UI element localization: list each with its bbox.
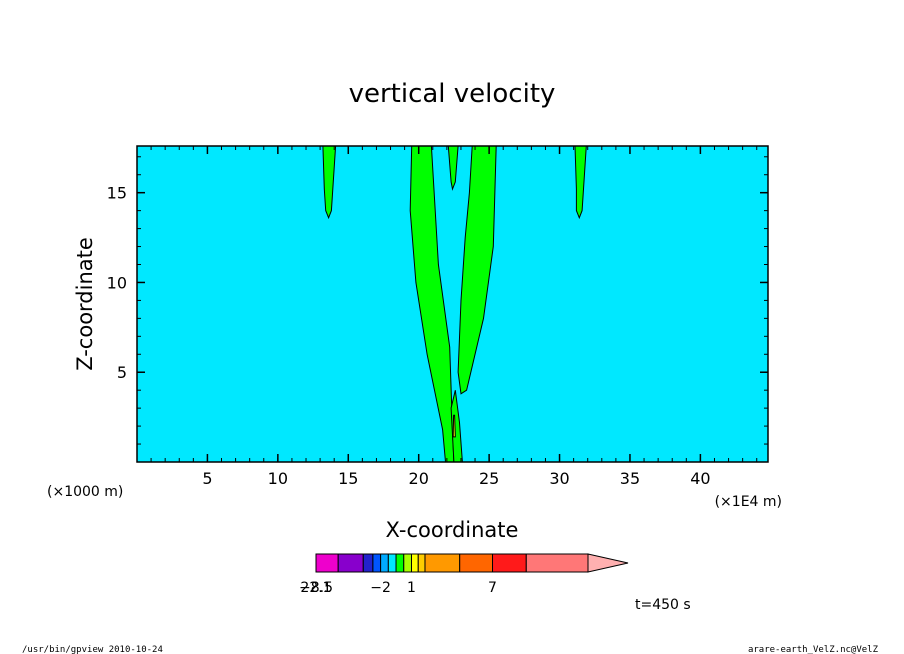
colorbar-segment xyxy=(380,553,389,573)
x-tick-label: 20 xyxy=(409,469,429,488)
contour-region-6 xyxy=(452,414,456,438)
colorbar-segment xyxy=(459,553,494,573)
colorbar-segment xyxy=(525,553,589,573)
x-tick-label: 5 xyxy=(202,469,212,488)
colorbar-segment xyxy=(403,553,412,573)
chart-title: vertical velocity xyxy=(349,79,556,109)
x-tick-label: 35 xyxy=(620,469,640,488)
x-axis-ticks: 5 10 15 20 25 30 35 40 xyxy=(202,146,711,488)
y-tick-label: 10 xyxy=(107,273,127,292)
x-axis-label: X-coordinate xyxy=(386,518,519,542)
colorbar-segment xyxy=(315,553,339,573)
contour-region-7 xyxy=(574,145,587,220)
colorbar-label: 7 xyxy=(488,580,497,596)
colorbar-segment xyxy=(372,553,382,573)
x-tick-label: 10 xyxy=(268,469,288,488)
plot-frame xyxy=(136,145,769,463)
contour-region-4 xyxy=(457,145,497,395)
colorbar-label: −8.5 xyxy=(299,580,333,596)
x-tick-label: 15 xyxy=(338,469,358,488)
time-label: t=450 s xyxy=(635,597,691,613)
y-tick-label: 5 xyxy=(117,363,127,382)
colorbar-label: 1 xyxy=(407,580,416,596)
x-tick-label: 40 xyxy=(690,469,710,488)
footer-left: /usr/bin/gpview 2010-10-24 xyxy=(22,645,163,654)
footer-right: arare-earth_VelZ.nc@VelZ xyxy=(748,645,879,654)
colorbar-segment xyxy=(395,553,405,573)
colorbar-segment xyxy=(410,553,419,573)
colorbar-extend-arrow xyxy=(587,553,629,573)
y-axis-label: Z-coordinate xyxy=(73,237,97,371)
colorbar-segment xyxy=(387,553,397,573)
y-axis-ticks: 5 10 15 xyxy=(107,184,768,382)
colorbar-label: −2 xyxy=(370,580,391,596)
colorbar-segment xyxy=(362,553,374,573)
colorbar-segment xyxy=(337,553,364,573)
colorbar-segment xyxy=(424,553,461,573)
colorbar-segment xyxy=(492,553,527,573)
plot-area: 5 10 15 20 25 30 35 40 5 10 15 xyxy=(107,145,769,488)
x-unit-right: (×1E4 m) xyxy=(715,494,782,510)
x-tick-label: 25 xyxy=(479,469,499,488)
contour-region-1 xyxy=(322,145,337,220)
x-tick-label: 30 xyxy=(549,469,569,488)
y-tick-label: 15 xyxy=(107,184,127,203)
colorbar: −8.5 −2 1 7 22.1 xyxy=(299,553,629,596)
colorbar-segment xyxy=(417,553,426,573)
colorbar-label: 22.1 xyxy=(300,580,331,596)
contour-regions xyxy=(322,145,587,463)
x-unit-left: (×1000 m) xyxy=(47,484,123,500)
